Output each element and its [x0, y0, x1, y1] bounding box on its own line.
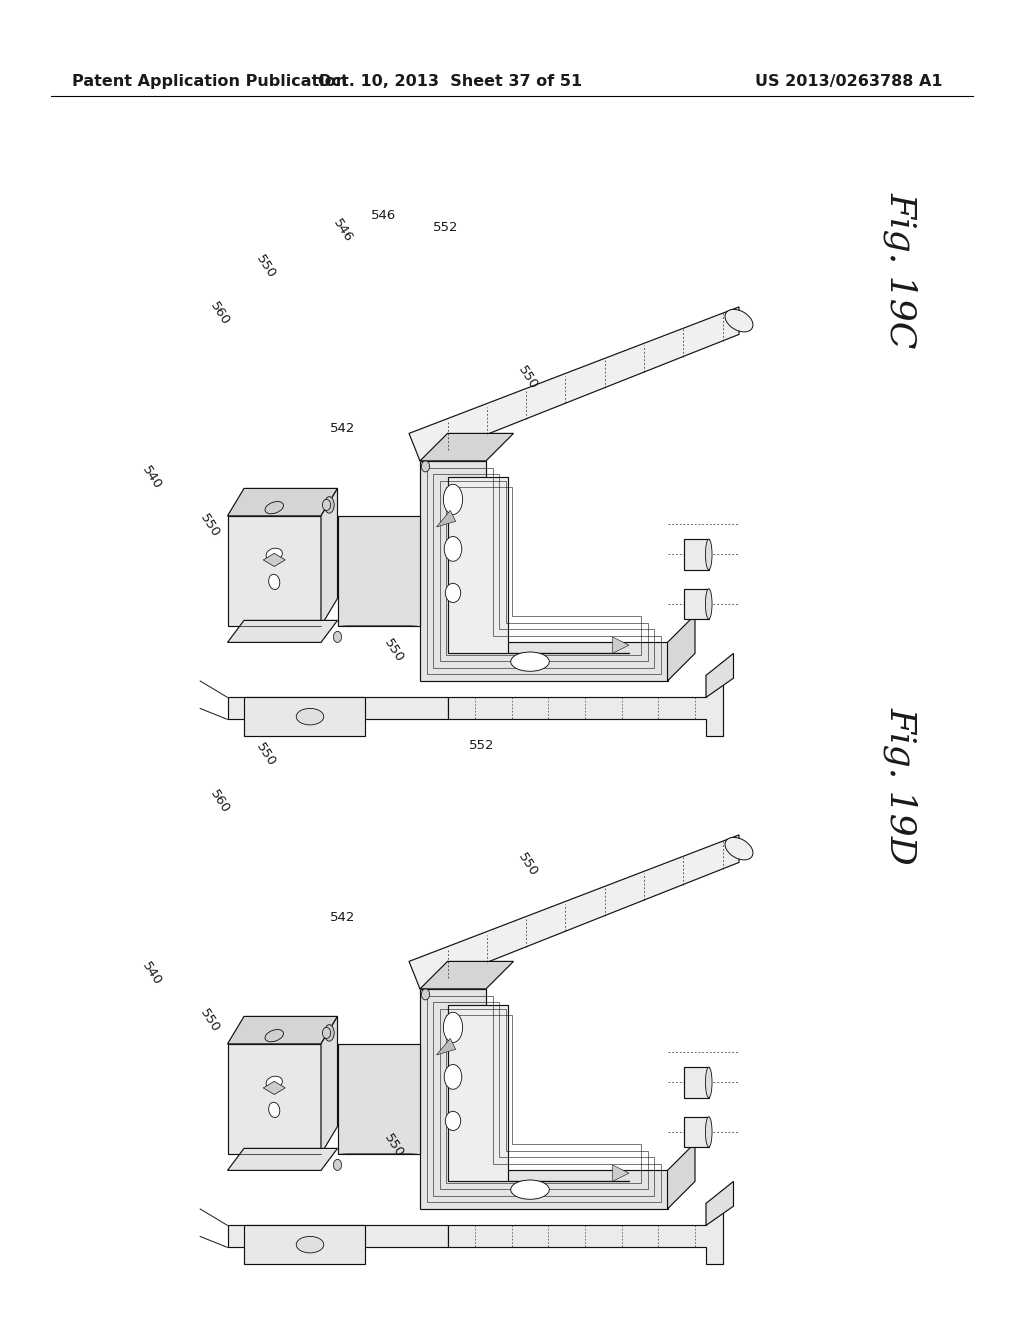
Ellipse shape	[325, 1024, 334, 1041]
Polygon shape	[436, 511, 456, 527]
Ellipse shape	[421, 989, 430, 1001]
Polygon shape	[612, 1166, 629, 1181]
Ellipse shape	[334, 1159, 342, 1171]
Text: 546: 546	[331, 216, 355, 246]
Text: 552: 552	[433, 220, 458, 234]
Ellipse shape	[323, 499, 331, 511]
Ellipse shape	[511, 1180, 549, 1200]
Polygon shape	[706, 653, 733, 697]
Polygon shape	[684, 1117, 709, 1147]
Text: 550: 550	[254, 741, 279, 770]
Text: US 2013/0263788 A1: US 2013/0263788 A1	[755, 74, 942, 90]
Polygon shape	[684, 540, 709, 569]
Ellipse shape	[444, 1064, 462, 1089]
Text: Fig. 19D: Fig. 19D	[884, 706, 919, 865]
Text: 552: 552	[469, 739, 494, 752]
Text: 550: 550	[382, 636, 407, 665]
Ellipse shape	[265, 502, 284, 513]
Ellipse shape	[265, 1030, 284, 1041]
Text: Fig. 19C: Fig. 19C	[884, 193, 919, 348]
Text: 550: 550	[515, 363, 540, 392]
Polygon shape	[706, 1181, 733, 1225]
Polygon shape	[227, 1148, 338, 1171]
Polygon shape	[668, 615, 695, 681]
Polygon shape	[409, 836, 739, 989]
Polygon shape	[263, 553, 286, 566]
Polygon shape	[447, 1204, 723, 1265]
Polygon shape	[263, 1081, 286, 1094]
Ellipse shape	[266, 548, 283, 561]
Polygon shape	[227, 516, 321, 626]
Polygon shape	[227, 697, 447, 719]
Ellipse shape	[443, 484, 463, 515]
Polygon shape	[227, 1044, 321, 1154]
Ellipse shape	[444, 536, 462, 561]
Ellipse shape	[325, 496, 334, 513]
Polygon shape	[684, 589, 709, 619]
Ellipse shape	[421, 461, 430, 471]
Ellipse shape	[706, 1068, 712, 1097]
Polygon shape	[436, 1039, 456, 1055]
Text: 540: 540	[139, 463, 164, 492]
Polygon shape	[420, 433, 513, 461]
Ellipse shape	[706, 589, 712, 619]
Text: 550: 550	[515, 850, 540, 879]
Polygon shape	[321, 1016, 338, 1154]
Polygon shape	[409, 306, 739, 461]
Text: 560: 560	[208, 787, 232, 816]
Ellipse shape	[268, 1102, 280, 1118]
Ellipse shape	[296, 1237, 324, 1253]
Ellipse shape	[445, 583, 461, 602]
Polygon shape	[244, 697, 365, 737]
Ellipse shape	[266, 1076, 283, 1089]
Text: 542: 542	[331, 422, 355, 436]
Polygon shape	[684, 1068, 709, 1097]
Polygon shape	[338, 1044, 420, 1154]
Text: 550: 550	[198, 1006, 222, 1035]
Text: 560: 560	[208, 300, 232, 329]
Ellipse shape	[706, 540, 712, 569]
Ellipse shape	[323, 1027, 331, 1039]
Ellipse shape	[296, 709, 324, 725]
Text: Oct. 10, 2013  Sheet 37 of 51: Oct. 10, 2013 Sheet 37 of 51	[318, 74, 583, 90]
Text: 550: 550	[198, 511, 222, 540]
Ellipse shape	[706, 1117, 712, 1147]
Ellipse shape	[725, 837, 753, 859]
Polygon shape	[227, 488, 338, 516]
Ellipse shape	[725, 309, 753, 331]
Ellipse shape	[443, 1012, 463, 1043]
Ellipse shape	[268, 574, 280, 590]
Polygon shape	[227, 1225, 447, 1247]
Text: Patent Application Publication: Patent Application Publication	[72, 74, 347, 90]
Polygon shape	[447, 478, 629, 653]
Polygon shape	[420, 961, 513, 989]
Polygon shape	[321, 488, 338, 626]
Text: 540: 540	[139, 960, 164, 989]
Text: 550: 550	[254, 252, 279, 281]
Polygon shape	[447, 676, 723, 737]
Ellipse shape	[511, 652, 549, 672]
Polygon shape	[668, 1143, 695, 1209]
Ellipse shape	[445, 1111, 461, 1130]
Polygon shape	[612, 636, 629, 653]
Polygon shape	[420, 461, 668, 681]
Polygon shape	[420, 989, 668, 1209]
Polygon shape	[227, 620, 338, 643]
Text: 550: 550	[382, 1131, 407, 1160]
Polygon shape	[244, 1225, 365, 1265]
Polygon shape	[338, 516, 420, 626]
Text: 542: 542	[331, 911, 355, 924]
Polygon shape	[447, 1006, 629, 1181]
Text: 546: 546	[372, 209, 396, 222]
Ellipse shape	[334, 631, 342, 643]
Polygon shape	[227, 1016, 338, 1044]
